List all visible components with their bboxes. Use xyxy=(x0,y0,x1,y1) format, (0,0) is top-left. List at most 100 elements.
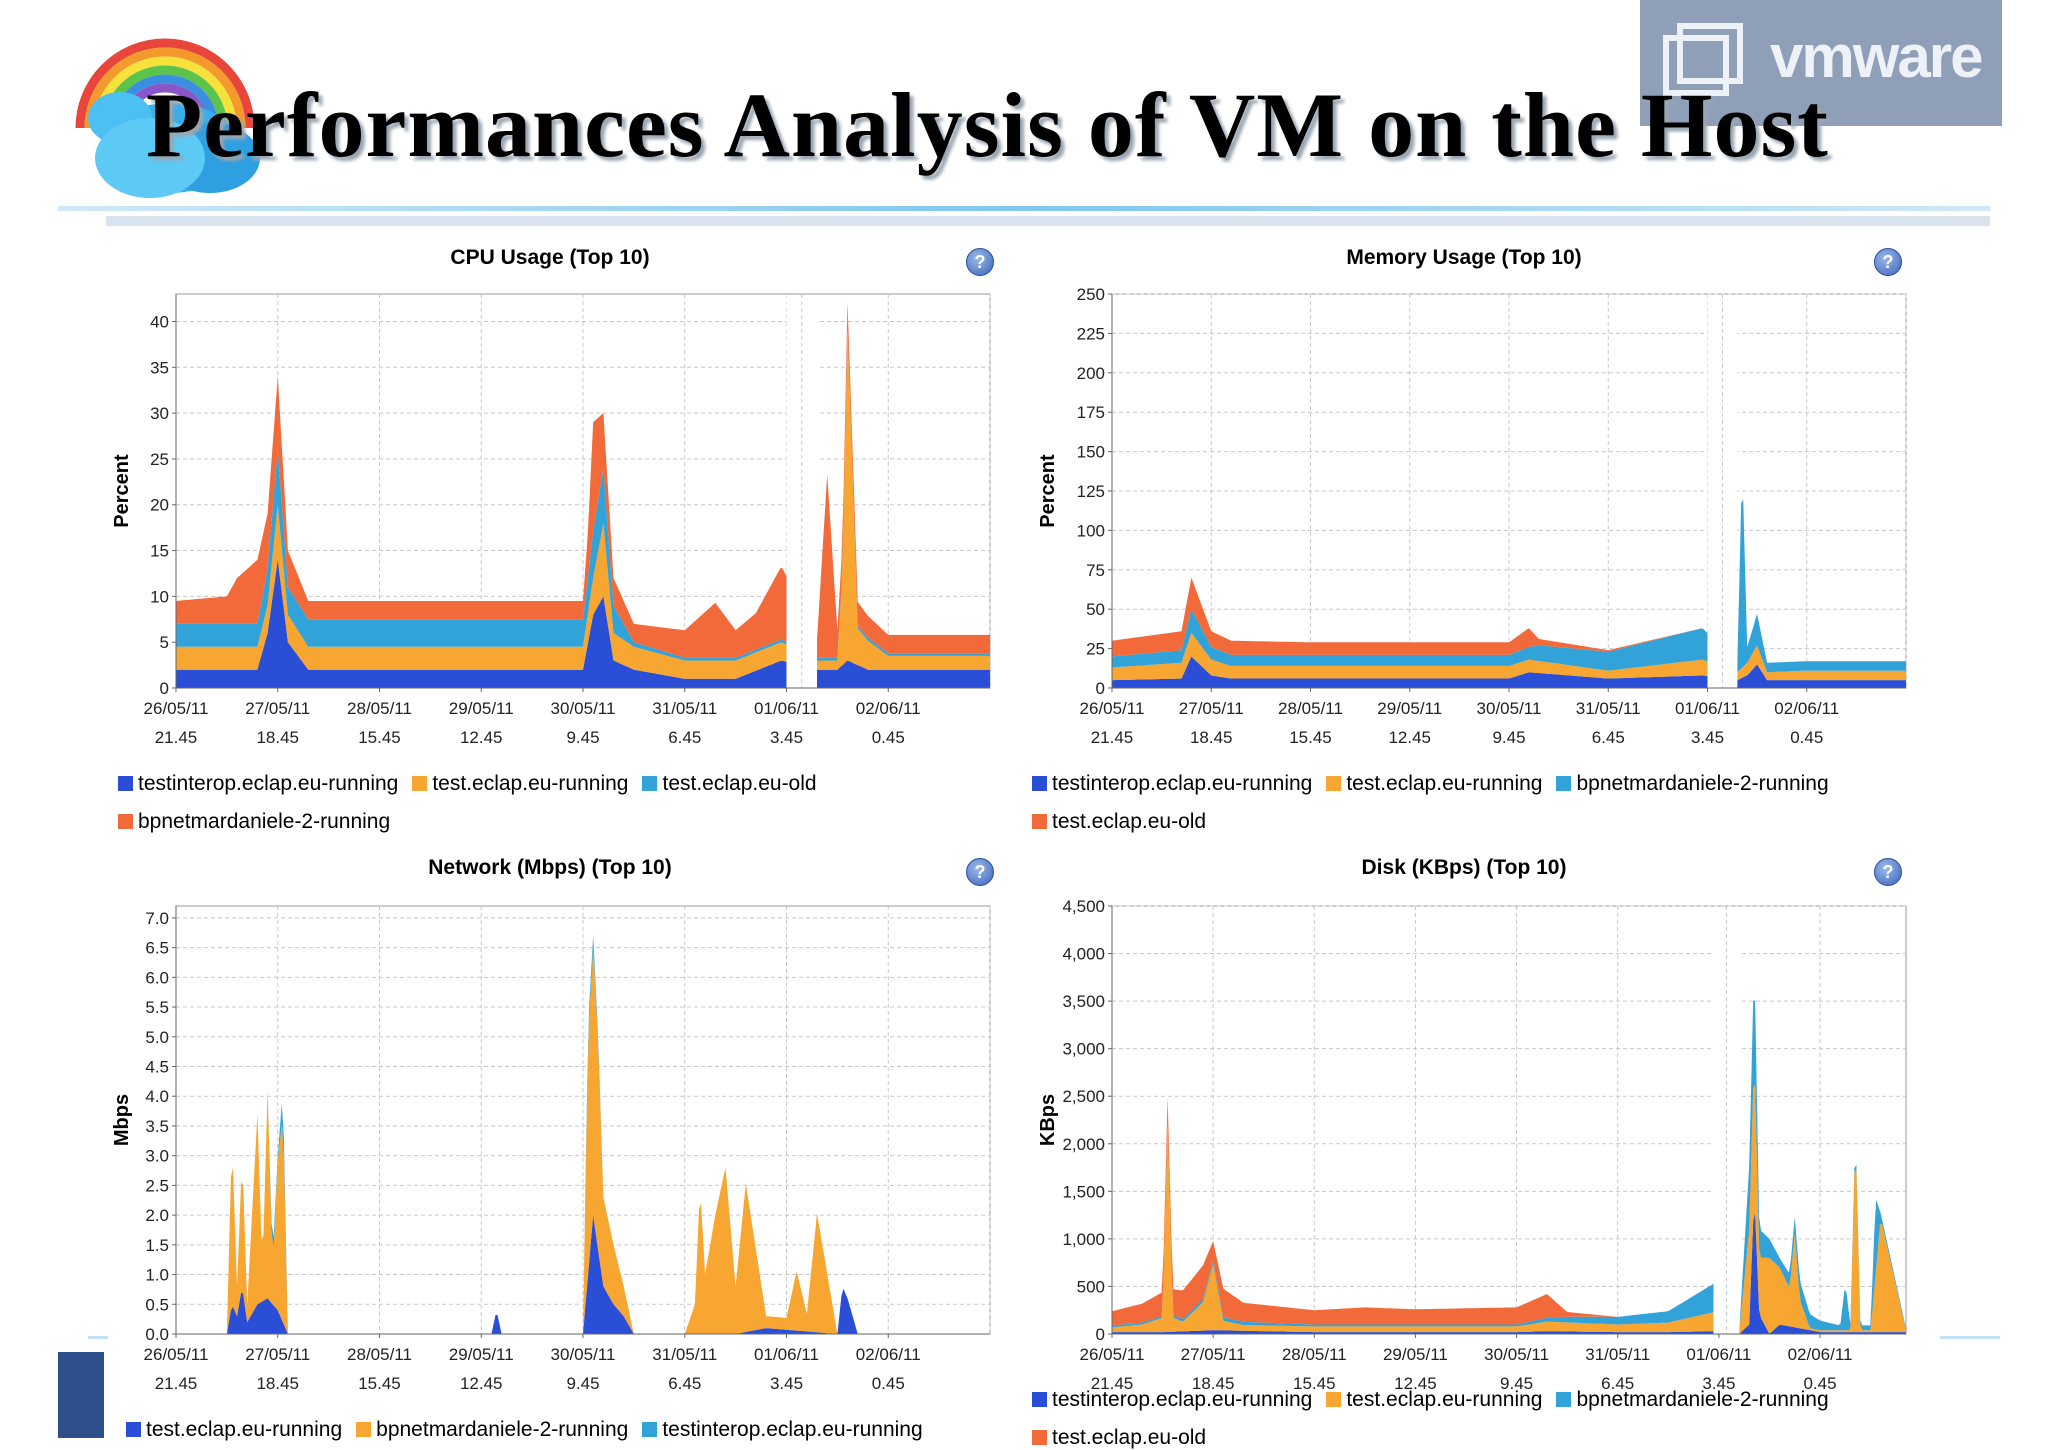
legend-swatch xyxy=(1556,776,1572,791)
y-tick-label: 250 xyxy=(1077,285,1105,304)
x-tick-label-time: 3.45 xyxy=(770,728,803,747)
y-tick-label: 5 xyxy=(160,633,169,652)
x-tick-label-time: 9.45 xyxy=(566,728,599,747)
x-tick-label-date: 01/06/11 xyxy=(754,1345,819,1364)
y-tick-label: 7.0 xyxy=(145,909,169,928)
legend-swatch xyxy=(1032,814,1047,829)
legend-swatch xyxy=(642,776,658,791)
disk-panel: Disk (KBps) (Top 10) ? 0 500 1,000 1,500 2,0… xyxy=(1024,856,1924,1450)
chart-title: Network (Mbps) (Top 10) xyxy=(428,856,672,879)
legend-label: test.eclap.eu-running xyxy=(1346,772,1543,795)
footer-line xyxy=(1940,1336,2000,1339)
cpu-usage-chart: 0 5 10 15 20 25 30 35 40 Percent 26/05/11 21.45 27/0… xyxy=(111,293,991,747)
legend-swatch xyxy=(1326,1392,1342,1407)
footer-line-left xyxy=(88,1336,108,1339)
series-area-test.eclap.eu-running xyxy=(176,1215,990,1334)
help-icon[interactable]: ? xyxy=(1874,858,1902,886)
y-tick-label: 500 xyxy=(1077,1277,1105,1296)
y-tick-label: 5.5 xyxy=(145,998,169,1017)
chart-title: Memory Usage (Top 10) xyxy=(1346,246,1582,269)
legend-item: bpnetmardaniele-2-running xyxy=(118,810,390,834)
y-axis-label: Percent xyxy=(111,454,133,528)
x-tick-label-date: 30/05/11 xyxy=(551,1345,616,1364)
series-area-testinterop.eclap.eu-running xyxy=(176,559,990,688)
y-tick-label: 0 xyxy=(1096,1325,1105,1344)
legend-item: testinterop.eclap.eu-running xyxy=(1032,772,1312,796)
y-tick-label: 6.5 xyxy=(145,939,169,958)
x-tick-label-time: 0.45 xyxy=(872,728,905,747)
series-area-test.eclap.eu-old xyxy=(1112,1000,1906,1332)
help-icon[interactable]: ? xyxy=(966,858,994,886)
y-tick-label: 0 xyxy=(160,679,169,698)
x-tick-label-date: 26/05/11 xyxy=(1080,1345,1145,1364)
y-tick-label: 150 xyxy=(1077,443,1105,462)
network-chart: 0.0 0.5 1.0 1.5 2.0 2.5 3.0 3.5 4.0 4.5 5.0 5.5 6.0 6… xyxy=(111,905,991,1393)
slide-title: Performances Analysis of VM on the Host xyxy=(146,74,1829,176)
legend-item: test.eclap.eu-old xyxy=(642,772,817,796)
x-tick-label-date: 30/05/11 xyxy=(1477,699,1542,718)
x-tick-label-time: 18.45 xyxy=(1192,1374,1235,1393)
y-tick-label: 225 xyxy=(1077,324,1105,343)
legend-item: bpnetmardaniele-2-running xyxy=(1556,772,1829,796)
x-tick-label-date: 26/05/11 xyxy=(144,1345,209,1364)
university-seal xyxy=(58,1352,104,1438)
y-tick-label: 6.0 xyxy=(145,968,169,987)
disk-chart: 0 500 1,000 1,500 2,000 2,500 3,000 3,500 4,000 4… xyxy=(1037,897,1907,1393)
legend-label: test.eclap.eu-old xyxy=(1052,810,1207,833)
x-tick-label-date: 31/05/11 xyxy=(1585,1345,1650,1364)
y-axis-label: KBps xyxy=(1037,1094,1059,1146)
y-tick-label: 175 xyxy=(1077,403,1105,422)
y-tick-label: 2.5 xyxy=(145,1176,169,1195)
help-icon[interactable]: ? xyxy=(1874,248,1902,276)
memory-legend: testinterop.eclap.eu-running test.eclap.e… xyxy=(1032,772,1932,842)
x-tick-label-date: 28/05/11 xyxy=(347,699,412,718)
x-tick-label-time: 0.45 xyxy=(1803,1374,1836,1393)
legend-item: test.eclap.eu-old xyxy=(1032,1426,1206,1450)
legend-label: testinterop.eclap.eu-running xyxy=(138,772,399,795)
y-tick-label: 0 xyxy=(1096,679,1105,698)
y-tick-label: 2,500 xyxy=(1062,1087,1105,1106)
x-tick-label-date: 31/05/11 xyxy=(1576,699,1641,718)
y-axis-label: Percent xyxy=(1037,454,1059,528)
series-area-test.eclap.eu-old xyxy=(176,327,990,661)
x-tick-label-time: 9.45 xyxy=(1500,1374,1533,1393)
x-tick-label-time: 6.45 xyxy=(668,728,701,747)
y-tick-label: 30 xyxy=(150,404,169,423)
y-tick-label: 1.0 xyxy=(145,1266,169,1285)
x-tick-label-date: 02/06/11 xyxy=(856,699,921,718)
series-area-bpnetmardaniele-2-running xyxy=(176,302,990,658)
y-tick-label: 2,000 xyxy=(1062,1135,1105,1154)
x-tick-label-date: 27/05/11 xyxy=(1179,699,1244,718)
legend-item: test.eclap.eu-old xyxy=(1032,810,1206,834)
x-tick-label-date: 29/05/11 xyxy=(449,1345,514,1364)
y-tick-label: 3,500 xyxy=(1062,992,1105,1011)
x-tick-label-date: 27/05/11 xyxy=(245,699,310,718)
x-tick-label-time: 21.45 xyxy=(155,1374,198,1393)
network-panel: Network (Mbps) (Top 10) ? 0.0 0.5 1.0 1.5 2.… xyxy=(110,856,1010,1448)
y-tick-label: 4.5 xyxy=(145,1058,169,1077)
legend-item: test.eclap.eu-running xyxy=(1326,1388,1542,1412)
x-tick-label-date: 28/05/11 xyxy=(1278,699,1343,718)
memory-usage-panel: Memory Usage (Top 10) ? 0 25 50 75 100 125 150… xyxy=(1024,246,1924,846)
legend-item: testinterop.eclap.eu-running xyxy=(642,1418,923,1442)
x-tick-label-time: 21.45 xyxy=(1091,1374,1134,1393)
help-icon[interactable]: ? xyxy=(966,248,994,276)
legend-swatch xyxy=(356,1422,372,1437)
x-tick-label-time: 6.45 xyxy=(668,1374,701,1393)
x-tick-label-date: 29/05/11 xyxy=(449,699,514,718)
legend-swatch xyxy=(118,814,133,829)
legend-label: testinterop.eclap.eu-running xyxy=(1052,772,1313,795)
legend-swatch xyxy=(126,1422,141,1437)
legend-item: test.eclap.eu-running xyxy=(1326,772,1542,796)
x-tick-label-date: 30/05/11 xyxy=(1484,1345,1549,1364)
legend-item: testinterop.eclap.eu-running xyxy=(1032,1388,1312,1412)
x-tick-label-time: 15.45 xyxy=(1289,728,1332,747)
y-tick-label: 50 xyxy=(1086,600,1105,619)
legend-item: testinterop.eclap.eu-running xyxy=(118,772,398,796)
x-tick-label-time: 12.45 xyxy=(460,728,503,747)
legend-label: test.eclap.eu-old xyxy=(1052,1426,1207,1449)
x-tick-label-date: 29/05/11 xyxy=(1383,1345,1448,1364)
chart-title: CPU Usage (Top 10) xyxy=(450,246,650,269)
y-tick-label: 10 xyxy=(150,587,169,606)
x-tick-label-time: 3.45 xyxy=(770,1374,803,1393)
